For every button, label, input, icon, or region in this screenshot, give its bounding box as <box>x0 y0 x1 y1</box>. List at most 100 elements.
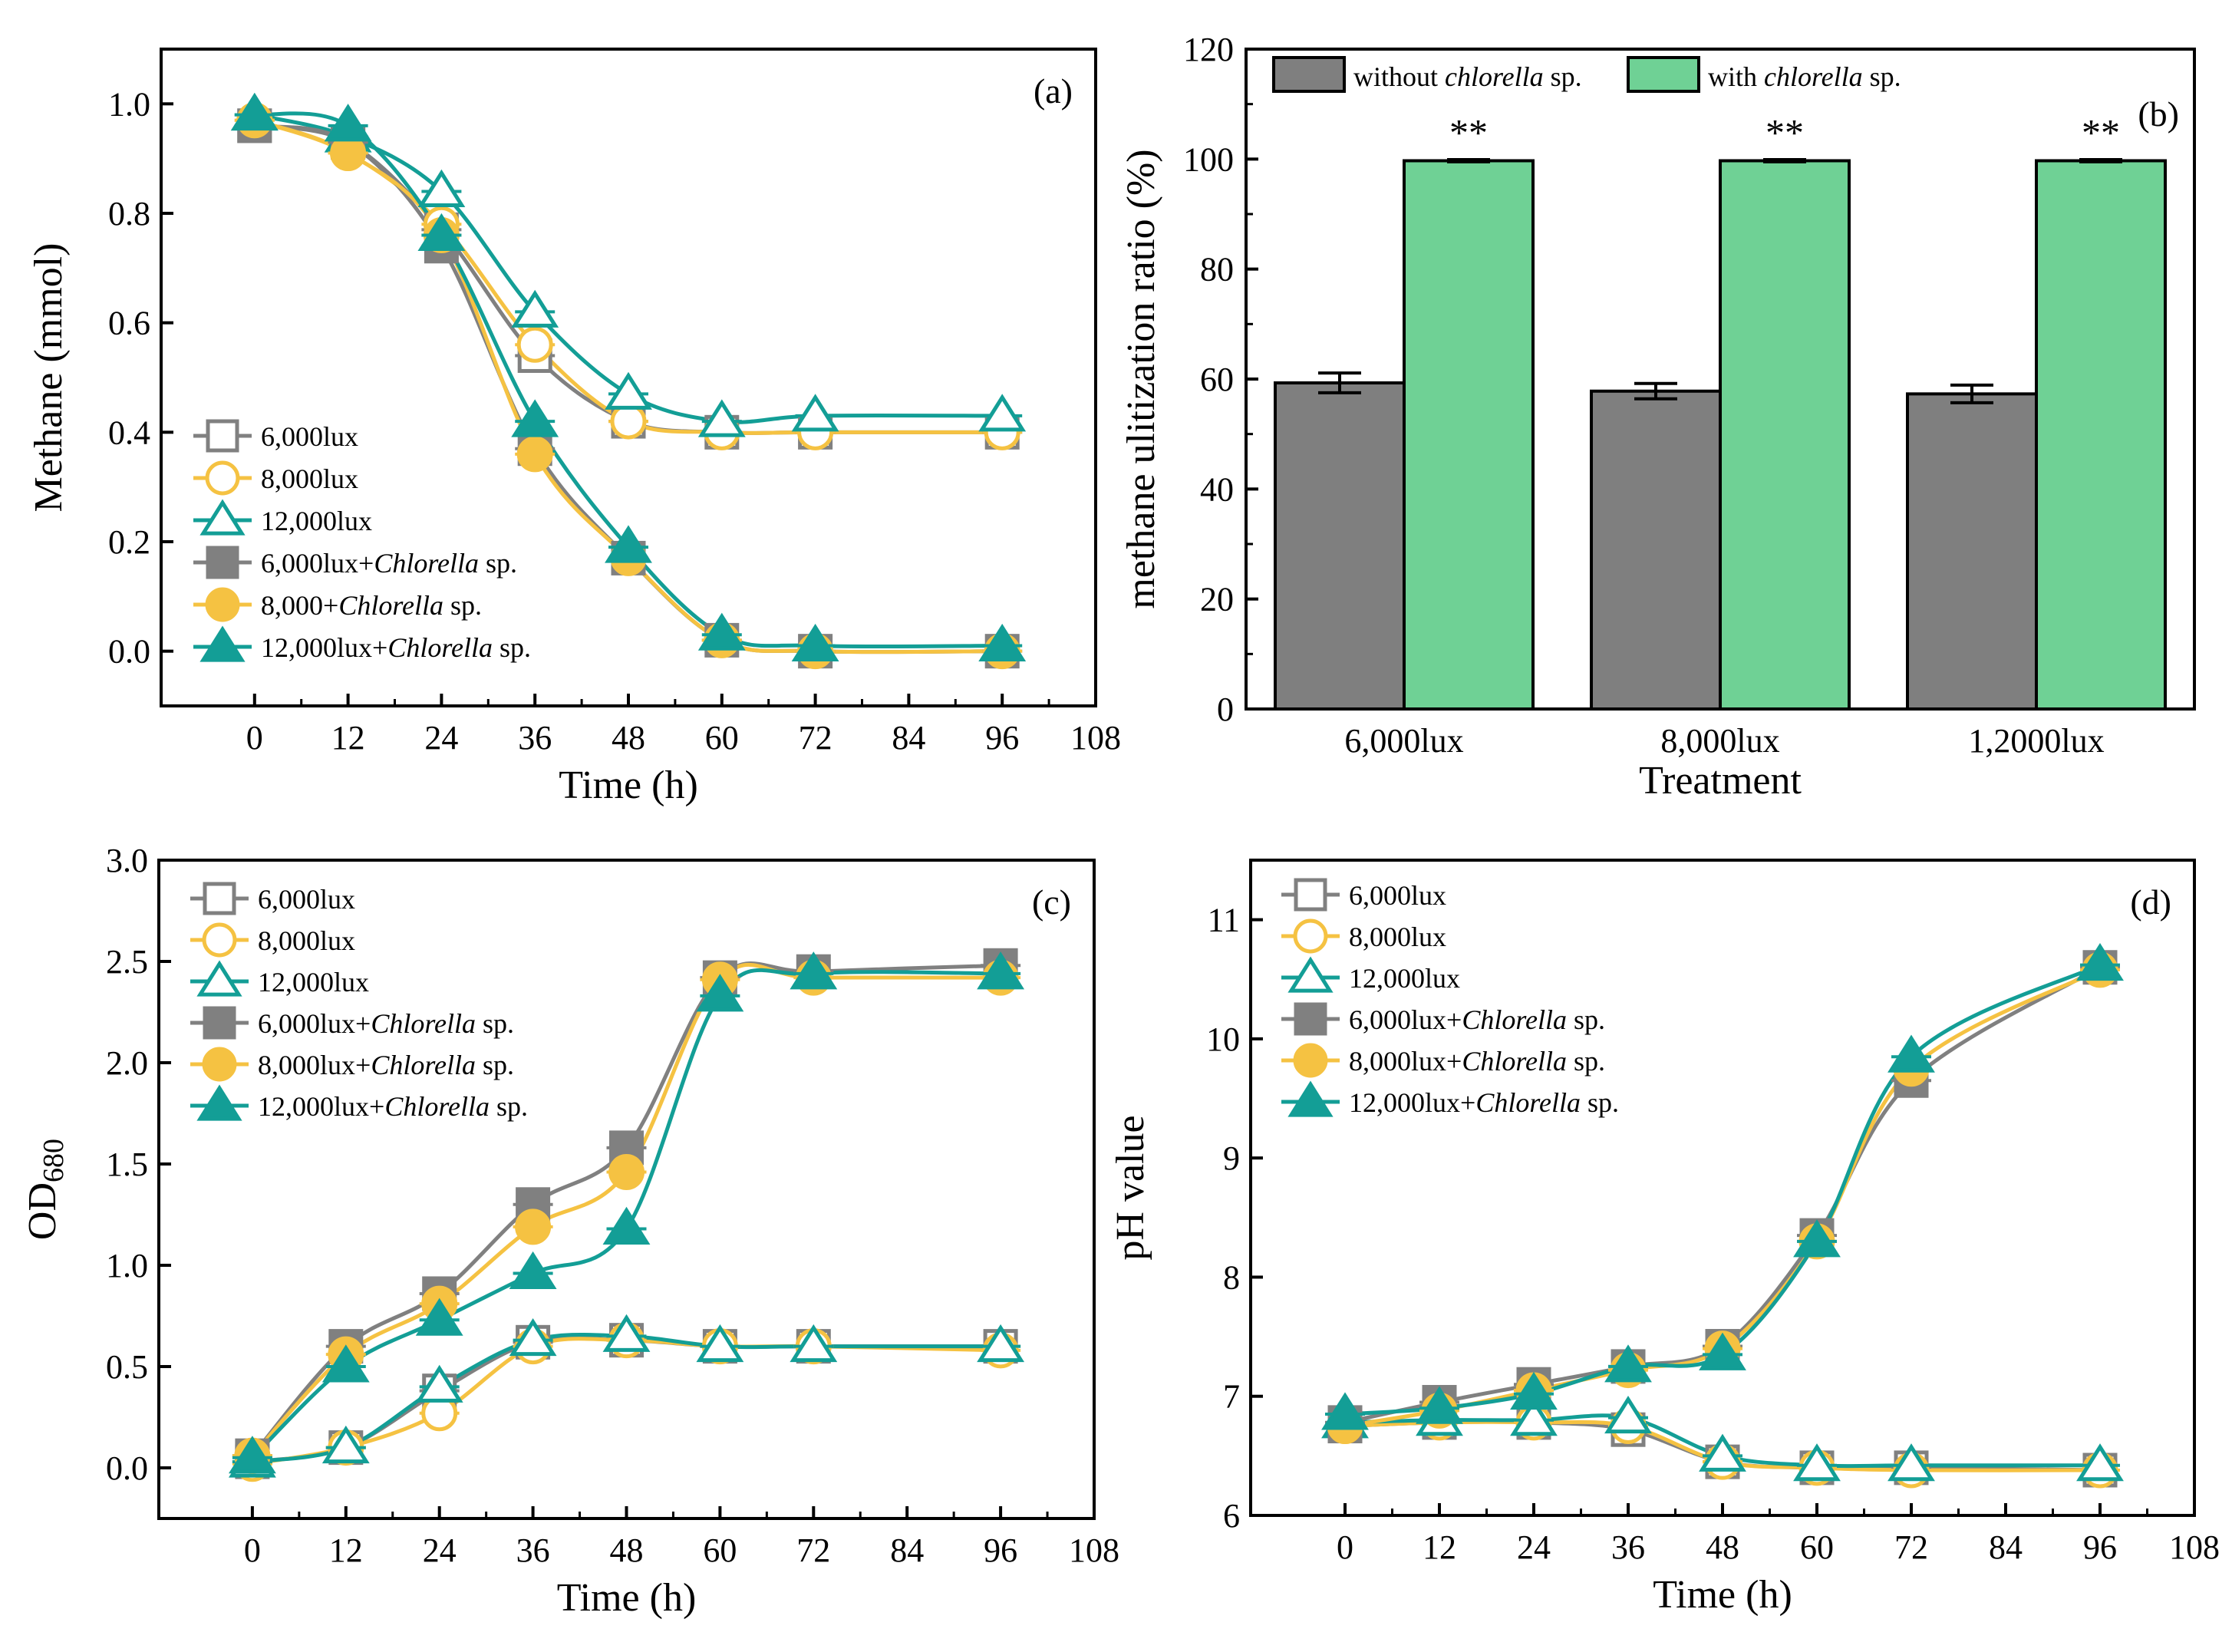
y-tick-label: 6 <box>1223 1497 1240 1535</box>
x-tick-label: 24 <box>1517 1528 1551 1566</box>
legend-marker <box>1294 1002 1327 1036</box>
y-tick-label: 120 <box>1183 31 1234 68</box>
legend-marker <box>1294 878 1327 912</box>
legend-swatch <box>1272 56 1346 93</box>
y-axis-label: methane ulitization ratio (%) <box>1119 149 1163 608</box>
x-tick-label: 48 <box>610 1532 644 1569</box>
data-point <box>417 213 466 252</box>
x-tick-label: 108 <box>1070 719 1121 757</box>
data-point <box>2076 1443 2124 1482</box>
legend-marker <box>202 922 237 958</box>
x-tick-label: 84 <box>892 719 925 757</box>
data-point <box>1887 1443 1935 1482</box>
significance-mark: ** <box>2082 110 2120 153</box>
legend: 6,000lux 8,000lux 12,000lux 6,000lux+Chlore… <box>193 419 531 663</box>
y-tick-label: 2.0 <box>106 1044 148 1082</box>
data-point <box>605 525 652 563</box>
legend-marker <box>199 499 246 536</box>
y-tick-label: 3.0 <box>106 842 148 879</box>
data-point <box>515 1208 552 1245</box>
x-tick-label: 1,2000lux <box>1968 722 2104 760</box>
x-tick-label: 108 <box>2169 1528 2220 1566</box>
y-axis-label: OD680 <box>21 1139 70 1240</box>
legend-label: 12,000lux+Chlorella sp. <box>1349 1087 1619 1118</box>
data-point <box>605 371 652 410</box>
data-point <box>509 1251 557 1290</box>
x-tick-label: 96 <box>2083 1528 2117 1566</box>
y-axis-label: pH value <box>1109 1115 1152 1260</box>
y-tick-label: 0.5 <box>106 1348 148 1386</box>
bar <box>1403 159 1535 711</box>
data-point <box>415 1298 463 1336</box>
data-point <box>790 1324 838 1363</box>
y-tick-label: 0 <box>1217 691 1234 728</box>
data-point <box>977 951 1025 990</box>
data-point <box>511 399 559 437</box>
data-point <box>1416 1386 1463 1424</box>
x-tick-label: 8,000lux <box>1660 722 1779 760</box>
legend-marker <box>206 546 239 579</box>
x-tick-label: 6,000lux <box>1344 722 1463 760</box>
data-point <box>1510 1371 1558 1410</box>
x-tick-label: 72 <box>799 719 832 757</box>
legend: 6,000lux 8,000lux 12,000lux 6,000lux+Chlore… <box>190 882 528 1122</box>
y-axis-label: Methane (mmol) <box>27 243 71 513</box>
data-point <box>230 92 279 131</box>
bar <box>1274 381 1406 711</box>
y-tick-label: 9 <box>1223 1139 1240 1177</box>
data-point <box>417 169 466 207</box>
data-point <box>1887 1034 1935 1073</box>
legend-label: 6,000lux <box>258 884 355 915</box>
panel-label: (a) <box>1034 71 1073 110</box>
legend-label: 6,000lux+Chlorella sp. <box>261 548 517 579</box>
data-point <box>415 1364 463 1403</box>
y-tick-label: 0.4 <box>108 414 150 451</box>
x-axis-label: Time (h) <box>557 1576 697 1620</box>
x-tick-label: 96 <box>984 1532 1017 1569</box>
x-tick-label: 36 <box>1611 1528 1645 1566</box>
legend-label: with chlorella sp. <box>1708 61 1901 92</box>
legend-label: without chlorella sp. <box>1353 61 1582 92</box>
legend-label: 6,000lux <box>261 421 358 452</box>
x-axis-label: Treatment <box>1639 759 1802 803</box>
x-tick-label: 72 <box>1894 1528 1928 1566</box>
x-tick-label: 108 <box>1069 1532 1119 1569</box>
y-tick-label: 1.5 <box>106 1146 148 1183</box>
data-point <box>791 623 839 662</box>
y-tick-label: 100 <box>1183 140 1234 178</box>
data-point <box>509 1317 557 1357</box>
data-point <box>516 436 553 473</box>
data-point <box>330 135 367 172</box>
y-tick-label: 10 <box>1206 1021 1240 1058</box>
data-point <box>1699 1433 1746 1472</box>
data-point <box>511 289 559 328</box>
legend-marker <box>206 419 239 453</box>
data-point <box>1793 1443 1841 1482</box>
data-point <box>1793 1219 1841 1258</box>
x-tick-label: 72 <box>796 1532 830 1569</box>
x-tick-label: 24 <box>424 719 458 757</box>
legend-marker <box>203 1006 236 1040</box>
significance-mark: ** <box>1449 110 1488 153</box>
data-point <box>1321 1392 1369 1430</box>
data-point <box>1604 1344 1652 1383</box>
x-tick-label: 24 <box>423 1532 457 1569</box>
x-tick-label: 0 <box>1337 1528 1353 1566</box>
panel-label: (d) <box>2130 882 2171 922</box>
data-point <box>324 104 372 142</box>
x-axis-label: Time (h) <box>1653 1573 1792 1617</box>
data-point <box>608 1154 645 1191</box>
legend-label: 8,000lux <box>1349 922 1446 952</box>
legend-label: 12,000lux+Chlorella sp. <box>261 632 531 663</box>
legend-marker <box>199 625 246 662</box>
panel-label: (b) <box>2138 94 2179 134</box>
legend-marker <box>202 1047 237 1082</box>
legend-label: 8,000lux+Chlorella sp. <box>258 1050 514 1080</box>
y-tick-label: 40 <box>1200 470 1234 508</box>
legend-label: 8,000lux <box>258 925 355 956</box>
y-tick-label: 1.0 <box>108 85 150 123</box>
legend-label: 6,000lux <box>1349 880 1446 911</box>
bar <box>2035 159 2167 711</box>
legend-label: 6,000lux+Chlorella sp. <box>1349 1004 1605 1035</box>
x-axis-label: Time (h) <box>559 763 698 807</box>
